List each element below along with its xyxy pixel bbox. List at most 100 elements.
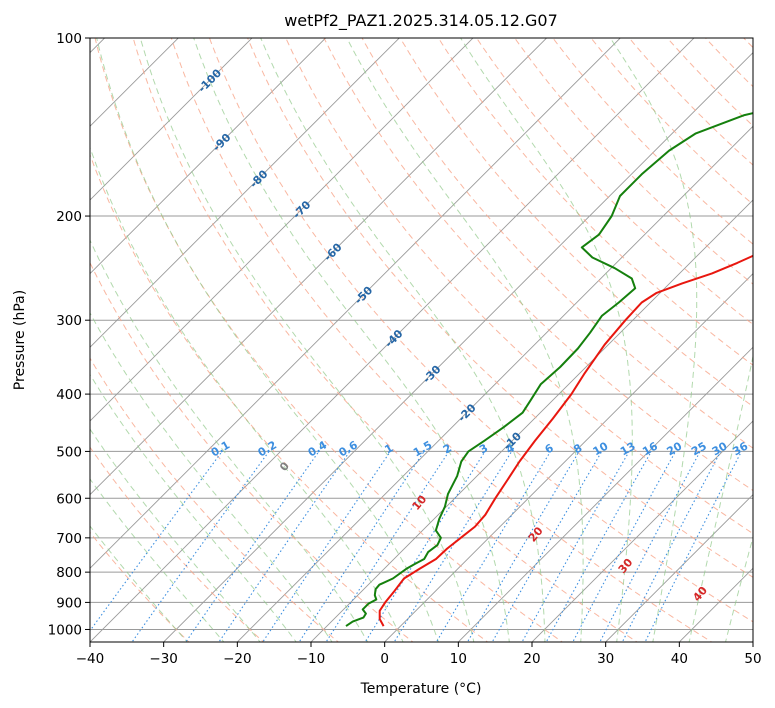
- moist-adiabat-line: [260, 38, 546, 642]
- moist-adiabat-line: [90, 146, 404, 642]
- x-tick-label: 10: [450, 651, 467, 667]
- isotherm-line: [310, 199, 753, 642]
- dry-adiabat-line: [590, 38, 753, 206]
- y-tick-label: 700: [56, 531, 82, 547]
- isotherm-label: -100: [196, 66, 225, 95]
- mixing-ratio-label: 0.1: [209, 438, 232, 459]
- isotherm-label: -20: [455, 401, 478, 424]
- mixing-ratio-label: 2: [441, 441, 454, 456]
- moist-adiabat-line: [90, 428, 261, 642]
- moist-adiabat-label: 20: [526, 524, 546, 544]
- dry-adiabat-line: [90, 261, 414, 642]
- isotherm-line: [90, 38, 474, 422]
- isotherm-line: [236, 125, 753, 642]
- x-tick-label: 40: [671, 651, 688, 667]
- y-tick-label: 500: [56, 444, 82, 460]
- temperature-line: [378, 254, 753, 627]
- isotherm-line: [457, 346, 753, 642]
- isotherm-line: [90, 38, 548, 496]
- y-tick-label: 1000: [48, 622, 82, 638]
- isotherm-label: -10: [501, 429, 524, 452]
- isotherm-label: -70: [290, 198, 313, 221]
- axes: −40 −30 −20 −10 0 10 20 30 40 5010020030040050060…: [48, 31, 762, 667]
- isotherm-line: [90, 38, 253, 201]
- background-lines: [0, 11, 775, 645]
- dry-adiabat-line: [769, 25, 775, 644]
- mixing-ratio-line: [644, 451, 742, 642]
- mixing-ratio-label: 0.4: [306, 438, 330, 459]
- x-tick-label: 50: [744, 651, 761, 667]
- x-tick-label: −10: [297, 651, 326, 667]
- isotherm-line: [678, 567, 753, 642]
- dewpoint-line: [345, 112, 753, 627]
- isotherm-line: [90, 38, 179, 127]
- dry-adiabat-line: [247, 38, 753, 578]
- sounding-traces: [345, 112, 753, 627]
- moist-adiabat-label: 40: [690, 584, 710, 604]
- y-tick-label: 900: [56, 595, 82, 611]
- isotherm-line: [604, 493, 753, 642]
- mixing-ratio-line: [466, 451, 580, 642]
- moist-adiabat-line: [688, 353, 753, 642]
- isotherm-line: [0, 11, 58, 645]
- dry-adiabat-line: [90, 357, 340, 642]
- dry-adiabat-line: [90, 446, 265, 642]
- y-tick-label: 400: [56, 387, 82, 403]
- isotherm-label: -80: [247, 167, 270, 190]
- moist-adiabat-line: [90, 311, 333, 642]
- moist-adiabat-label: 0: [277, 459, 292, 473]
- moist-adiabat-line: [90, 239, 369, 642]
- y-tick-label: 300: [56, 313, 82, 329]
- dry-adiabat-line: [170, 38, 713, 642]
- isotherm-line: [531, 420, 753, 642]
- dry-adiabat-line: [666, 38, 753, 127]
- dry-adiabat-line: [90, 153, 489, 642]
- mixing-ratio-line: [545, 451, 652, 642]
- mixing-ratio-line: [90, 451, 223, 632]
- mixing-ratio-line: [621, 451, 722, 642]
- mixing-ratio-label: 13: [618, 439, 638, 458]
- x-tick-label: −20: [223, 651, 252, 667]
- mixing-ratio-line: [185, 451, 320, 642]
- dry-adiabat-line: [208, 38, 753, 623]
- isotherm-line: [90, 38, 621, 569]
- isotherm-line: [383, 272, 753, 642]
- moist-adiabat-line: [96, 38, 439, 642]
- x-axis-label: Temperature (°C): [360, 681, 482, 697]
- plot-frame: [89, 37, 754, 643]
- dry-adiabat-line: [399, 38, 753, 408]
- dry-adiabat-line: [361, 38, 753, 449]
- dry-adiabat-line: [90, 531, 190, 642]
- mixing-ratio-line: [218, 451, 351, 642]
- moist-adiabat-line: [193, 38, 510, 642]
- moist-adiabat-line: [724, 535, 753, 642]
- moist-adiabat-line: [609, 38, 698, 642]
- moist-adiabat-line: [90, 525, 188, 642]
- mixing-ratio-line: [393, 451, 513, 642]
- moist-adiabat-line: [139, 38, 475, 642]
- mixing-ratio-label: 36: [731, 439, 751, 458]
- x-tick-label: 20: [523, 651, 540, 667]
- isotherm-line: [752, 641, 753, 642]
- dry-adiabat-line: [437, 38, 753, 366]
- isotherm-line: [90, 38, 695, 642]
- y-tick-label: 800: [56, 565, 82, 581]
- isotherm-line: [90, 38, 400, 348]
- x-tick-label: −40: [76, 651, 105, 667]
- mixing-ratio-line: [262, 451, 391, 642]
- x-tick-label: 0: [380, 651, 389, 667]
- dry-adiabat-line: [323, 38, 753, 492]
- isotherm-label: -50: [352, 284, 375, 307]
- mixing-ratio-label: 1: [382, 441, 395, 456]
- dry-adiabat-line: [628, 38, 753, 166]
- dry-adiabat-line: [475, 38, 753, 326]
- x-tick-label: 30: [597, 651, 614, 667]
- y-axis-label: Pressure (hPa): [12, 290, 28, 390]
- mixing-ratio-label: 30: [710, 439, 730, 458]
- mixing-ratio-label: 0.6: [337, 438, 361, 459]
- mixing-ratio-label: 1.5: [411, 438, 434, 459]
- mixing-ratio-line: [298, 451, 425, 642]
- isotherm-line: [90, 38, 327, 275]
- y-tick-label: 100: [56, 31, 82, 47]
